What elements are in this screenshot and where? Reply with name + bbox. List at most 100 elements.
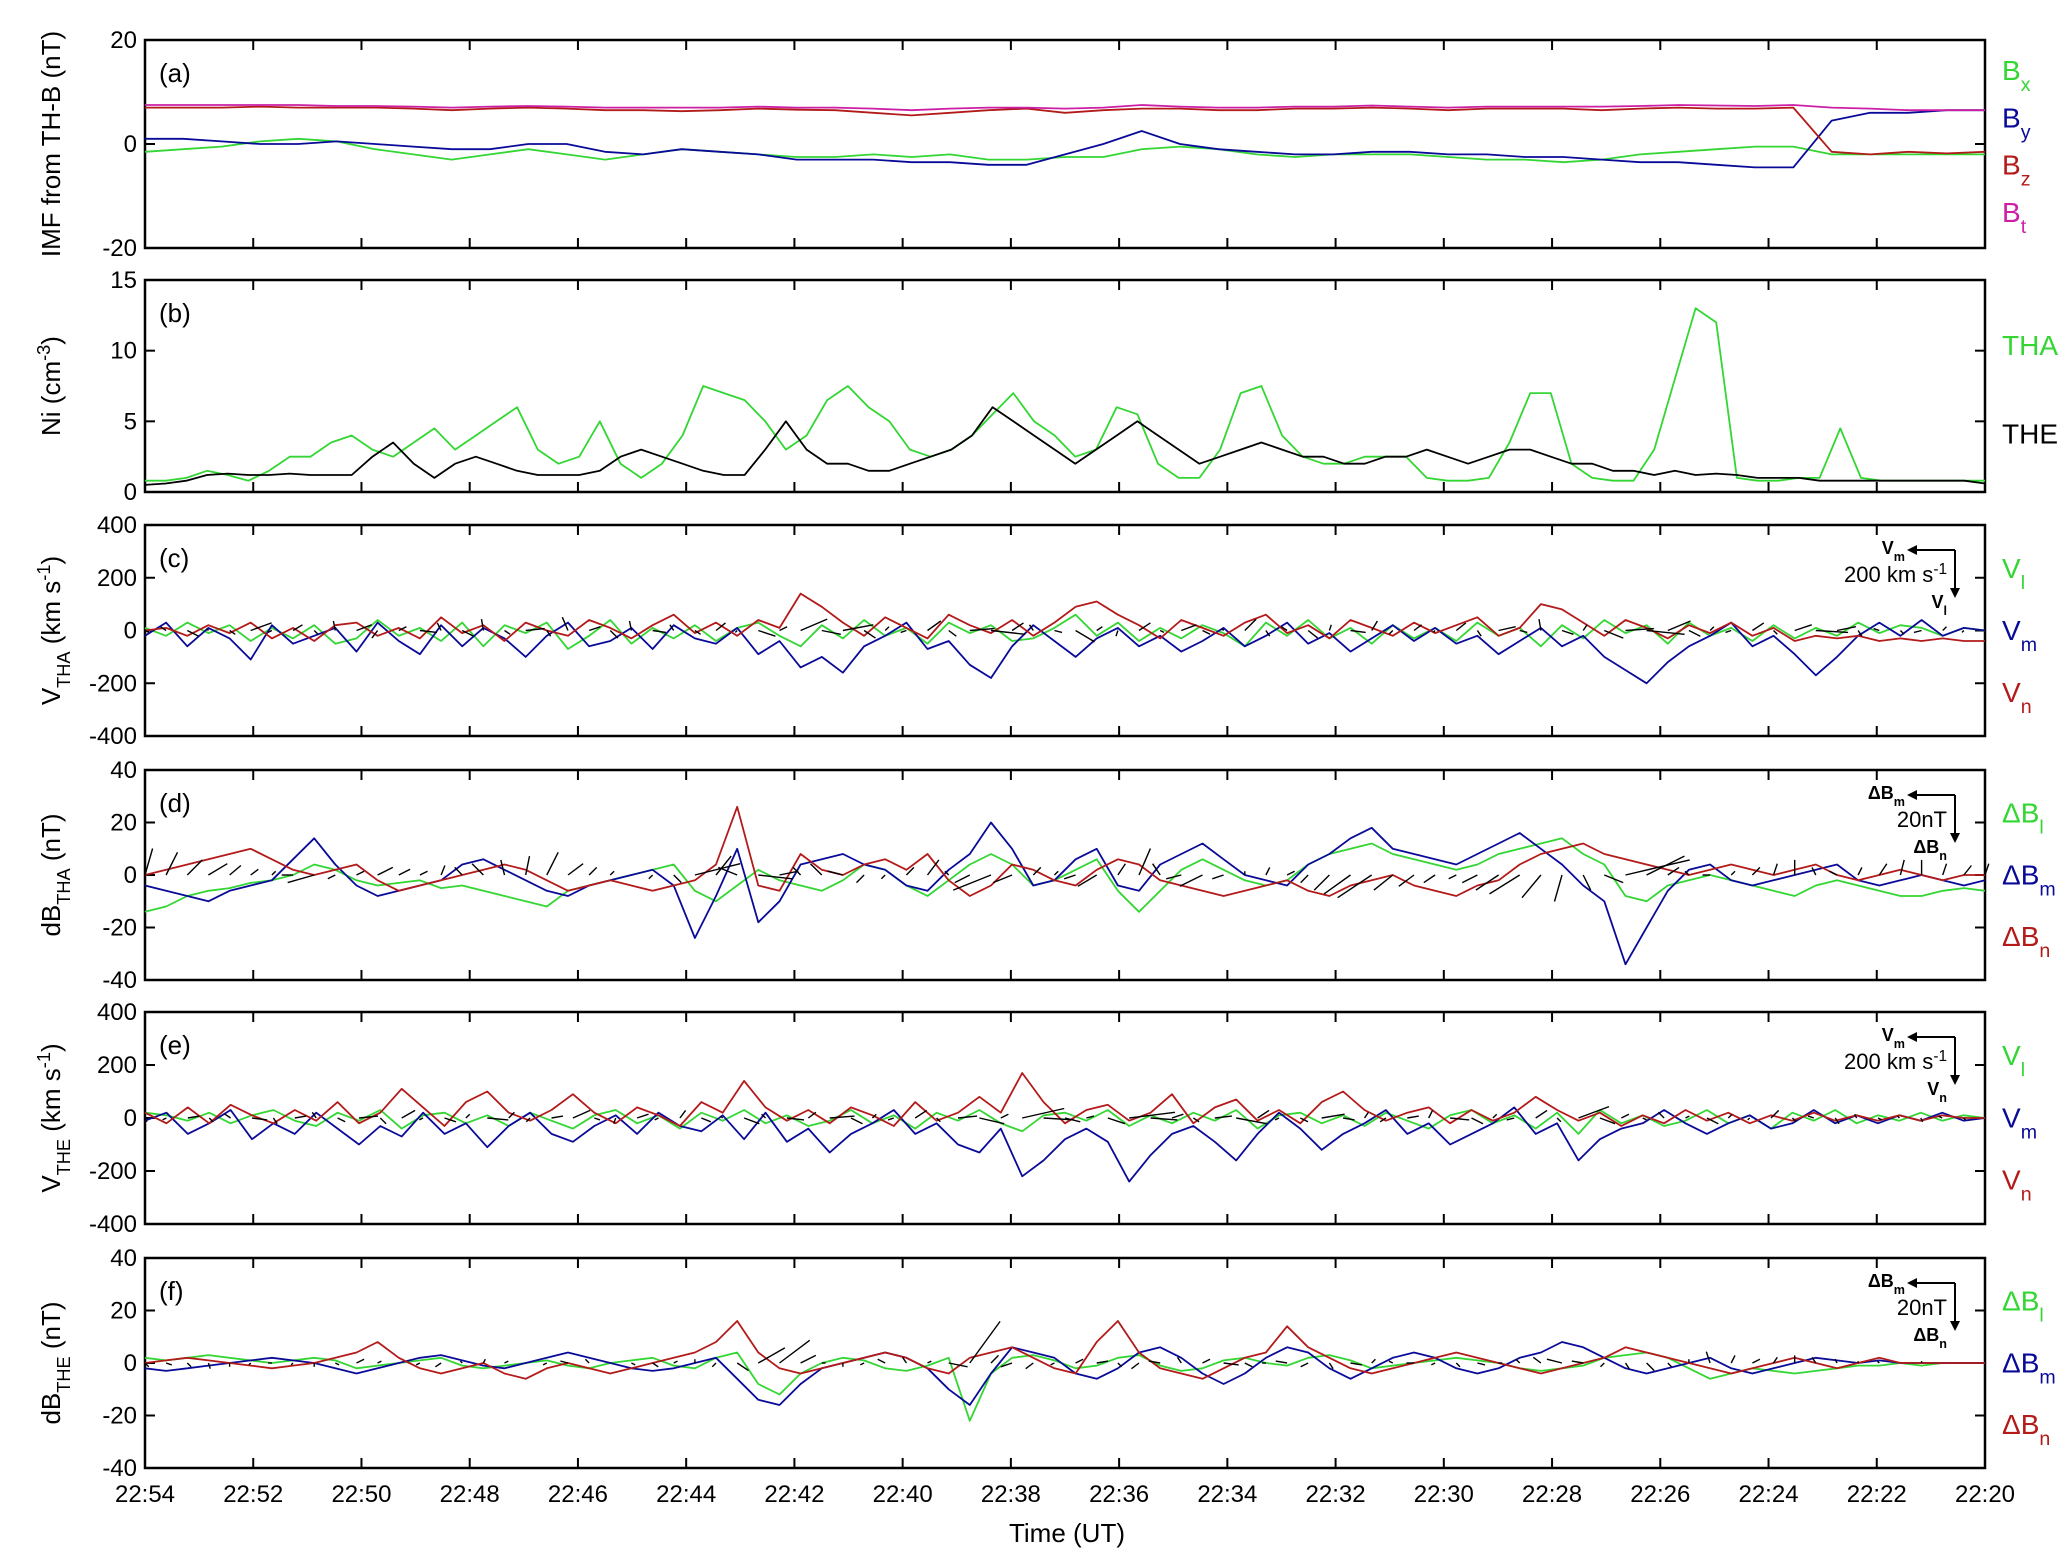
panel-e-ylabel-part-3: -1 — [34, 1052, 54, 1068]
panel-e-vector-stick — [162, 1117, 167, 1121]
panel-f-vector-stick — [435, 1362, 442, 1368]
panel-e-legend-m-part-1: m — [2021, 1121, 2037, 1143]
panel-c-ylabel: VTHA (km s-1) — [34, 556, 74, 705]
panel-d-series-n — [144, 805, 1985, 897]
panel-d-vector-stick — [377, 866, 394, 876]
panel-d-scale-label-2-part-0: ΔB — [1913, 837, 1939, 857]
panel-d-vector-stick — [1521, 874, 1542, 899]
panel-f-scale-label-2: ΔBn — [1913, 1325, 1947, 1351]
panel-f-vector-stick — [859, 1362, 865, 1366]
panel-d-vector-stick — [1077, 874, 1098, 887]
panel-e-ytick-label: 200 — [97, 1052, 137, 1079]
panel-e-legend-m-part-0: V — [2002, 1102, 2021, 1133]
panel-c-vector-stick — [250, 622, 272, 632]
panel-b-legend-THA-part-0: THA — [2002, 330, 2058, 361]
x-tick-label: 22:30 — [1414, 1481, 1474, 1508]
panel-c-ylabel-part-2: (km s — [36, 581, 66, 652]
panel-e-ylabel-part-4: ) — [36, 1043, 66, 1052]
panel-d-legend-l-part-0: ΔB — [2002, 798, 2039, 829]
panel-f-legend-n-part-1: n — [2039, 1428, 2050, 1450]
panel-d-legend-m: ΔBm — [2002, 859, 2056, 900]
panel-e-scale-label-2-part-0: V — [1927, 1079, 1939, 1099]
panel-d-scale-arrowhead-left — [1907, 790, 1917, 800]
panel-c-vector-stick — [1646, 629, 1685, 635]
panel-a-legend-t-part-1: t — [2021, 216, 2027, 238]
panel-d-vector-stick — [1032, 866, 1042, 876]
panel-f-vector-stick — [1705, 1351, 1711, 1364]
panel-e-vector-stick — [1578, 1105, 1610, 1119]
panel-f-vector-stick — [902, 1356, 907, 1364]
panel-f-vector-stick — [1646, 1362, 1655, 1372]
panel-f-ylabel-part-1: THE — [54, 1356, 74, 1392]
panel-c-vector-stick — [734, 630, 738, 633]
panel-c-vector-stick — [1350, 629, 1366, 634]
panel-e-vector-stick — [1556, 1117, 1562, 1123]
panel-e-vector-stick — [936, 1117, 941, 1123]
panel-c-vector-stick — [628, 620, 633, 631]
panel-d-vector-stick — [208, 863, 228, 876]
panel-d-scale-label-2-part-1: n — [1939, 849, 1947, 863]
panel-a-ylabel: IMF from TH-B (nT) — [36, 31, 66, 257]
panel-a-legend-z-part-1: z — [2021, 169, 2031, 191]
panel-e-vector-stick — [508, 1111, 515, 1119]
panel-d-series-m — [144, 821, 1986, 966]
panel-d-legend-l: ΔBl — [2002, 798, 2044, 839]
panel-d-vector-stick — [673, 874, 682, 884]
panel-d-legend-n: ΔBn — [2002, 921, 2050, 962]
panel-d-vector-stick — [398, 868, 411, 876]
panel-c-vector-stick — [1794, 624, 1812, 632]
panel-c-vector-stick — [1538, 618, 1542, 631]
panel-f-vector-stick — [248, 1362, 252, 1366]
panel-f-legend-l: ΔBl — [2002, 1286, 2044, 1327]
panel-d-vector-stick — [1423, 874, 1436, 884]
panel-c-vector-stick — [669, 624, 675, 631]
panel-c-vector-stick — [419, 629, 438, 634]
panel-e-vector-stick — [572, 1109, 591, 1119]
panel-f-vector-stick — [1300, 1362, 1309, 1368]
panel-e-vector-stick — [1706, 1117, 1719, 1125]
panel-c-vector-stick — [821, 629, 841, 635]
panel-d-vector-stick — [1461, 874, 1478, 884]
panel-e-ytick-label: -400 — [89, 1211, 137, 1238]
panel-f-ylabel-part-0: dB — [36, 1393, 66, 1425]
panel-d-vector-stick — [809, 863, 823, 876]
panel-c-vector-stick — [229, 629, 236, 635]
panel-e-vector-stick — [1471, 1117, 1484, 1125]
x-tick-label: 22:46 — [548, 1481, 608, 1508]
panel-e-vector-stick — [1920, 1117, 1924, 1123]
panel-d-vector-stick — [952, 874, 992, 891]
panel-f-vector-stick — [1515, 1358, 1521, 1364]
panel-e-vector-stick — [1129, 1111, 1176, 1119]
panel-f-vector-stick — [1096, 1360, 1109, 1364]
panel-e-vector-stick — [871, 1113, 877, 1119]
panel-b-series-THE — [144, 406, 1986, 486]
panel-c-vector-stick — [1688, 629, 1701, 637]
panel-d-label: (d) — [159, 788, 191, 818]
panel-e-vector-stick — [850, 1117, 863, 1125]
panel-e-vector-stick — [1685, 1115, 1690, 1119]
panel-f-vector-stick — [165, 1362, 173, 1366]
panel-c-vector-stick — [436, 622, 442, 631]
panel-f-vector-stick — [415, 1362, 421, 1366]
panel-c-scale-value: 200 km s-1 — [1844, 561, 1947, 588]
panel-e-vector-stick — [761, 1113, 766, 1119]
panel-c-vector-stick — [1328, 624, 1332, 631]
panel-f-legend-l-part-0: ΔB — [2002, 1286, 2039, 1317]
panel-e-scale-arrowhead-left — [1907, 1032, 1917, 1042]
panel-b-frame — [143, 278, 1987, 494]
panel-f-vector-stick — [1350, 1362, 1363, 1366]
panel-e-vector-stick — [613, 1117, 617, 1124]
panel-d-vector-stick — [1373, 874, 1394, 891]
panel-e-vector-stick — [1897, 1115, 1900, 1119]
panel-c-vector-stick — [652, 629, 666, 634]
panel-e-vector-stick — [418, 1117, 424, 1121]
panel-e-vector-stick — [807, 1111, 817, 1119]
panel-f-scale-label-1: ΔBm — [1868, 1271, 1905, 1297]
panel-d-vector-stick — [1984, 863, 1990, 876]
panel-d-vector-stick — [186, 859, 203, 876]
panel-d-vector-stick — [758, 874, 793, 880]
panel-d-vector-stick — [1942, 863, 1948, 876]
panel-c-vector-stick — [160, 626, 167, 632]
panel-b-ylabel: Ni (cm-3) — [34, 336, 66, 436]
panel-c-legend-m-part-0: V — [2002, 615, 2021, 646]
